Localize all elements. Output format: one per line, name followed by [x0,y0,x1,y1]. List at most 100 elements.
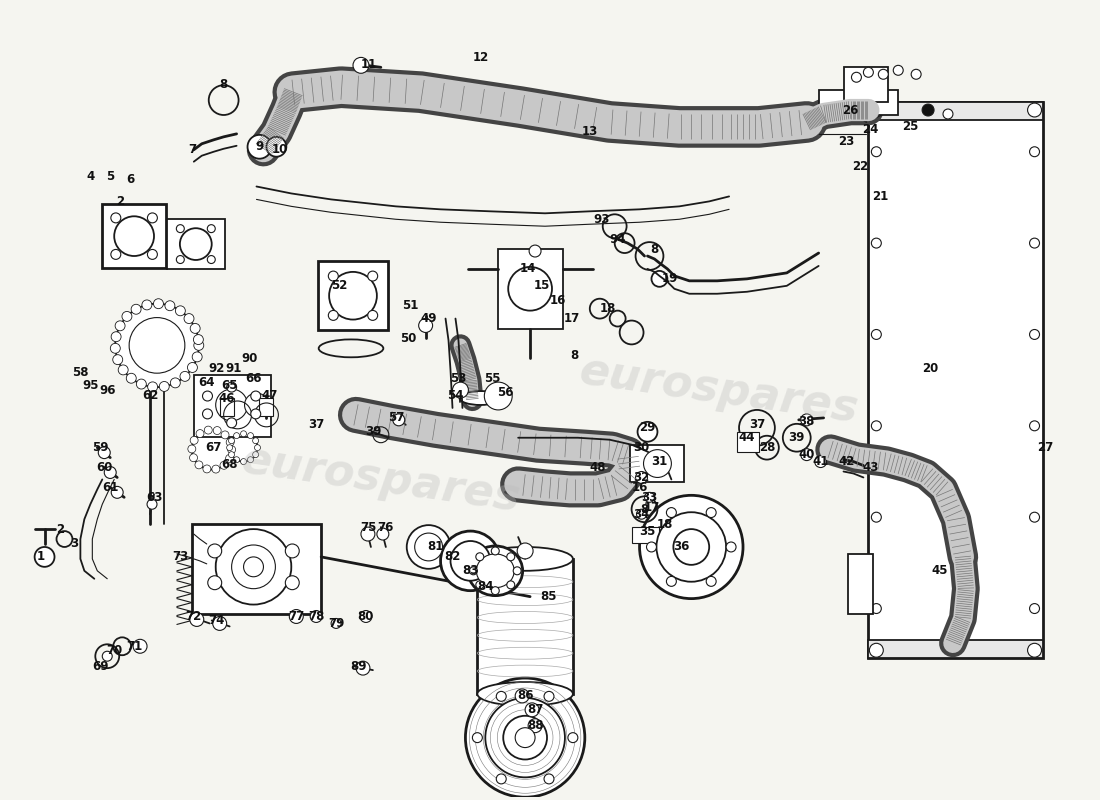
Circle shape [1030,146,1040,157]
Ellipse shape [476,554,514,588]
Circle shape [176,255,185,263]
Text: 1: 1 [36,550,45,563]
Text: 62: 62 [142,389,158,402]
Text: 87: 87 [527,703,543,716]
Circle shape [104,466,117,478]
Circle shape [528,718,542,733]
Circle shape [285,544,299,558]
Circle shape [1030,603,1040,614]
Bar [868,102,1043,120]
Circle shape [243,557,264,577]
Circle shape [638,422,658,442]
Text: 70: 70 [106,644,122,657]
Circle shape [451,541,491,581]
Text: 93: 93 [594,213,609,226]
Bar [477,559,573,694]
Circle shape [98,446,110,458]
Circle shape [194,341,204,350]
Text: 16: 16 [550,294,566,307]
Circle shape [465,678,585,798]
Circle shape [241,430,246,437]
Text: 59: 59 [92,441,109,454]
Circle shape [133,639,147,654]
Circle shape [122,311,132,322]
Text: eurospares: eurospares [239,438,524,520]
Text: 71: 71 [126,640,142,653]
Circle shape [202,391,212,401]
Bar [631,527,659,543]
Text: 12: 12 [472,51,488,64]
Text: 80: 80 [358,610,374,623]
Text: 96: 96 [99,383,116,397]
Text: 32: 32 [634,471,650,484]
Text: 47: 47 [261,389,277,402]
Text: 19: 19 [661,272,678,286]
Text: 16: 16 [631,481,648,494]
Circle shape [251,409,261,419]
Circle shape [673,529,710,565]
Bar [737,432,759,452]
Circle shape [202,465,211,473]
Circle shape [116,304,199,387]
Circle shape [227,418,236,428]
Text: 33: 33 [641,491,658,504]
Circle shape [208,576,222,590]
Circle shape [175,306,185,316]
Circle shape [208,544,222,558]
Bar [844,67,889,102]
Circle shape [194,334,204,345]
Circle shape [191,430,232,470]
Circle shape [515,728,535,747]
Text: 2: 2 [117,195,124,208]
Text: 78: 78 [308,610,324,623]
Circle shape [657,512,726,582]
Text: 52: 52 [331,279,348,292]
Circle shape [154,298,164,309]
Circle shape [207,225,216,233]
Circle shape [114,216,154,256]
Circle shape [147,382,157,392]
Text: 88: 88 [527,719,543,732]
Text: 90: 90 [241,352,257,365]
Text: 27: 27 [1037,441,1054,454]
Bar [191,524,321,614]
Text: 24: 24 [862,123,879,136]
Circle shape [452,382,469,398]
Circle shape [361,527,375,541]
Text: 94: 94 [609,233,626,246]
Bar [260,398,274,416]
Circle shape [639,495,742,598]
Circle shape [801,449,813,461]
Text: 8: 8 [640,502,649,516]
Circle shape [943,109,953,119]
Circle shape [129,318,185,373]
Bar [220,398,233,416]
Circle shape [706,577,716,586]
Text: 39: 39 [789,431,805,444]
Text: 3: 3 [70,538,78,550]
Circle shape [165,301,175,310]
Text: 30: 30 [634,441,650,454]
Circle shape [253,452,258,458]
Circle shape [147,213,157,223]
Circle shape [871,512,881,522]
Circle shape [367,310,377,320]
Text: 72: 72 [186,610,202,623]
Circle shape [136,379,146,389]
Text: 46: 46 [219,391,235,405]
Text: 40: 40 [799,448,815,461]
Text: 34: 34 [634,508,650,521]
Circle shape [508,267,552,310]
Circle shape [241,458,246,465]
Text: 85: 85 [540,590,557,603]
Circle shape [205,426,212,434]
Text: 50: 50 [400,332,417,345]
Circle shape [871,421,881,430]
Circle shape [331,618,341,629]
Circle shape [187,362,197,373]
Circle shape [180,228,211,260]
Text: 56: 56 [497,386,514,398]
Text: 7: 7 [188,143,196,156]
Circle shape [160,382,169,391]
Circle shape [507,581,515,589]
